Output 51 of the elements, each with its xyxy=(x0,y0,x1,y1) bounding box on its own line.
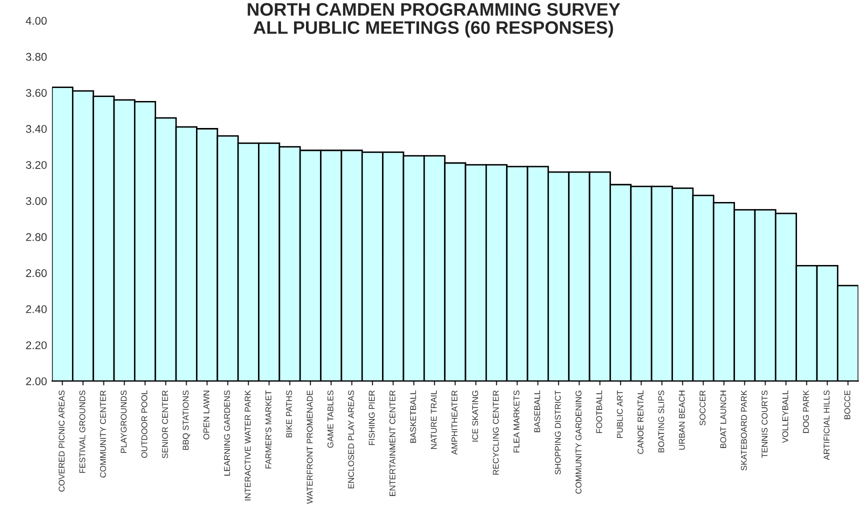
x-tick-label: FOOTBALL xyxy=(596,390,602,433)
x-tick-label: ARTIFICIAL HILLS xyxy=(824,390,830,460)
y-tick-label: 2.40 xyxy=(26,305,47,314)
x-tick-label: VOLLEYBALL xyxy=(782,390,788,443)
x-tick-label: WATERFRONT PROMENADE xyxy=(306,390,313,504)
x-tick-label: SKATEBOARD PARK xyxy=(740,390,747,470)
x-tick-label: COVERED PICNIC AREAS xyxy=(58,390,65,492)
y-tick-label: 3.00 xyxy=(26,197,47,205)
x-tick-label: ICE SKATING xyxy=(472,390,478,442)
y-tick-label: 3.60 xyxy=(26,88,47,97)
y-tick-label: 3.80 xyxy=(26,52,47,61)
x-tick-label: FLEA MARKETS xyxy=(514,390,520,452)
x-tick-label: BOAT LAUNCH xyxy=(720,390,726,448)
x-tick-label: OPEN LAWN xyxy=(203,390,210,440)
x-tick-label: ENCLOSED PLAY AREAS xyxy=(348,390,354,488)
y-tick-label: 3.20 xyxy=(26,161,47,169)
x-tick-label: SHOPPING DISTRICT xyxy=(554,390,561,474)
x-tick-label: TENNIS COURTS xyxy=(762,390,768,458)
x-tick-label: OUTDOOR POOL xyxy=(141,390,148,458)
x-tick-label: FISHING PIER xyxy=(368,390,375,446)
y-tick-label: 2.00 xyxy=(26,377,47,386)
x-tick-label: CANOE RENTAL xyxy=(638,390,644,454)
x-tick-label: BBQ STATIONS xyxy=(182,390,190,450)
x-tick-label: FESTIVAL GROUNDS xyxy=(79,390,86,473)
x-tick-label: NATURE TRAIL xyxy=(430,390,437,449)
x-tick-label: BOCCE xyxy=(844,390,850,420)
x-tick-label: RECYCLING CENTER xyxy=(492,390,499,475)
y-tick-label: 2.80 xyxy=(26,233,47,242)
x-tick-label: BASKETBALL xyxy=(410,390,416,443)
x-tick-label: DOG PARK xyxy=(802,390,809,433)
chart-title: NORTH CAMDEN PROGRAMMING SURVEY ALL PUBLIC MEETINGS (60 RESPONSES) xyxy=(248,3,620,38)
x-tick-label: PUBLIC ART xyxy=(616,390,623,438)
x-tick-label: INTERACTIVE WATER PARK xyxy=(244,390,251,500)
x-tick-label: COMMUNITY CENTER xyxy=(100,390,106,478)
x-tick-label: URBAN BEACH xyxy=(678,390,685,450)
y-tick-label: 4.00 xyxy=(26,16,47,25)
x-tick-label: PLAYGROUNDS xyxy=(120,390,127,453)
y-tick-label: 2.60 xyxy=(26,269,47,278)
x-tick-label: ENTERTAINMENT CENTER xyxy=(389,390,396,496)
x-tick-label: GAME TABLES xyxy=(327,390,334,448)
x-tick-label: FARMER'S MARKET xyxy=(265,390,272,468)
x-tick-label: SOCCER xyxy=(700,390,706,426)
x-tick-label: SENIOR CENTER xyxy=(162,390,168,458)
y-tick-label: 2.20 xyxy=(26,341,47,350)
x-tick-label: BOATING SLIPS xyxy=(658,390,664,452)
x-tick-label: BASEBALL xyxy=(534,390,540,432)
x-tick-label: BIKE PATHS xyxy=(286,390,292,438)
x-tick-label: COMMUNITY GARDENING xyxy=(576,390,582,494)
x-tick-label: AMPHITHEATER xyxy=(452,390,458,455)
y-tick-label: 3.40 xyxy=(26,125,47,133)
x-tick-label: LEARNING GARDENS xyxy=(224,390,230,476)
